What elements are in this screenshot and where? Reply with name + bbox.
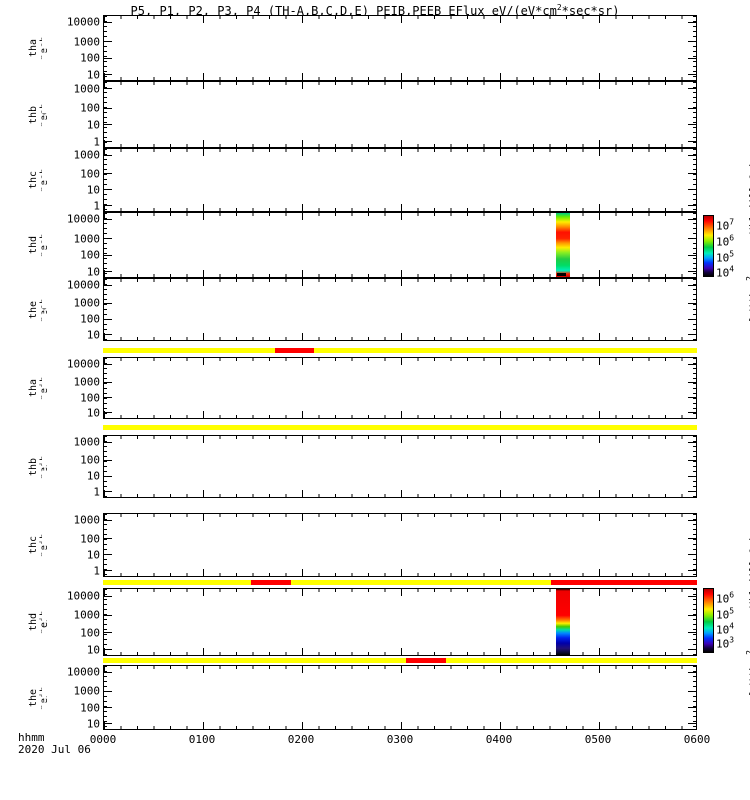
- ytick-label: 100: [42, 533, 100, 545]
- ytick-label: 1: [42, 136, 100, 148]
- xtick-label: 0500: [584, 733, 612, 746]
- ytick-label: 10000: [42, 666, 100, 678]
- burst-dark-mark: [557, 273, 566, 276]
- colorbar-thd-peeb: [703, 215, 714, 277]
- ytick-label: 10: [42, 266, 100, 278]
- colorbar-tick: 104: [716, 264, 735, 280]
- ytick-label: 10: [42, 119, 100, 131]
- xtick-label: 0200: [287, 733, 315, 746]
- saturation-band-the-peeb: [103, 348, 697, 353]
- colorbar-tick: 105: [716, 606, 735, 622]
- ytick-label: 1: [42, 565, 100, 577]
- panel-thb-peib: thb peib 1000 100 10 1: [28, 435, 697, 498]
- ytick-label: 10: [42, 470, 100, 482]
- panel-tha-peib: tha peib 10000 1000 100 10: [28, 357, 697, 419]
- ytick-label: 10000: [42, 358, 100, 370]
- panel-the-peeb: the peeb 10000 1000 100 10: [28, 278, 697, 341]
- panel-tha-peeb: tha peeb 10000 1000 100 10: [28, 15, 697, 81]
- ytick-label: 1000: [42, 685, 100, 697]
- ytick-label: 100: [42, 249, 100, 261]
- colorbar-tick: 106: [716, 233, 735, 249]
- spectrogram-burst-thd-peeb: [556, 213, 570, 277]
- ytick-label: 1: [42, 486, 100, 498]
- ytick-label: 100: [42, 313, 100, 325]
- xtick-label: 0000: [89, 733, 117, 746]
- ytick-label: 1000: [42, 436, 100, 448]
- saturation-band-tha-peib: [103, 425, 697, 430]
- colorbar-tick: 105: [716, 249, 735, 265]
- ytick-label: 10000: [42, 16, 100, 28]
- ytick-label: 100: [42, 627, 100, 639]
- ytick-label: 1: [42, 200, 100, 212]
- ytick-label: 100: [42, 454, 100, 466]
- colorbar-tick: 103: [716, 635, 735, 651]
- colorbar-tick: 106: [716, 590, 735, 606]
- ytick-label: 1000: [42, 149, 100, 161]
- overflow-segment-the-peeb: [275, 348, 314, 353]
- panel-thd-peib: thd peib 10000 1000 100 10: [28, 588, 697, 656]
- ytick-label: 100: [42, 102, 100, 114]
- saturation-band-thd-peib: [103, 658, 697, 663]
- colorbar-tick: 104: [716, 621, 735, 637]
- ytick-label: 10: [42, 718, 100, 730]
- colorbar-thd-peib: [703, 588, 714, 653]
- overflow-segment-thd-peib: [406, 658, 446, 663]
- spectrogram-burst-thd-peib: [556, 589, 570, 655]
- ytick-label: 1000: [42, 376, 100, 388]
- ytick-label: 10: [42, 69, 100, 81]
- ytick-label: 1000: [42, 297, 100, 309]
- ytick-label: 10: [42, 644, 100, 656]
- ytick-label: 100: [42, 52, 100, 64]
- colorbar-axis-label: [eV/(cm2-s-sr-eV)] (All Qs): [745, 162, 750, 323]
- ytick-label: 10: [42, 184, 100, 196]
- panel-thb-peeb: thb peeb 1000 100 10 1: [28, 81, 697, 148]
- saturation-band-thc-peib: [103, 580, 551, 585]
- panel-thc-peib: thc peib 1000 100 10 1: [28, 513, 697, 577]
- plot-title: P5, P1, P2, P3, P4 (TH-A,B,C,D,E) PEIB,P…: [130, 3, 620, 18]
- xtick-label: 0600: [683, 733, 711, 746]
- ytick-label: 10000: [42, 213, 100, 225]
- panel-the-peib: the peib 10000 1000 100 10: [28, 665, 697, 730]
- ytick-label: 100: [42, 168, 100, 180]
- panel-thd-peeb: thd peeb 10000 1000 100 10: [28, 212, 697, 278]
- ytick-label: 10: [42, 407, 100, 419]
- ytick-label: 100: [42, 392, 100, 404]
- colorbar-tick: 107: [716, 217, 735, 233]
- ytick-label: 1000: [42, 36, 100, 48]
- overflow-segment-long-thc-peib: [551, 580, 697, 585]
- ytick-label: 100: [42, 702, 100, 714]
- ytick-label: 10000: [42, 279, 100, 291]
- date-label: 2020 Jul 06: [18, 743, 91, 756]
- ytick-label: 1000: [42, 514, 100, 526]
- time-unit-label: hhmm: [18, 731, 45, 744]
- xtick-label: 0100: [188, 733, 216, 746]
- ytick-label: 10: [42, 549, 100, 561]
- ytick-label: 10000: [42, 590, 100, 602]
- ytick-label: 1000: [42, 233, 100, 245]
- panel-thc-peeb: thc peeb 1000 100 10 1: [28, 148, 697, 212]
- ytick-label: 1000: [42, 609, 100, 621]
- xtick-label: 0400: [485, 733, 513, 746]
- colorbar-axis-label: [eV/(cm2-s-sr-eV)] (All Qs): [745, 536, 750, 697]
- ytick-label: 1000: [42, 83, 100, 94]
- overflow-segment-thc-peib: [251, 580, 291, 585]
- xtick-label: 0300: [386, 733, 414, 746]
- ytick-label: 10: [42, 329, 100, 341]
